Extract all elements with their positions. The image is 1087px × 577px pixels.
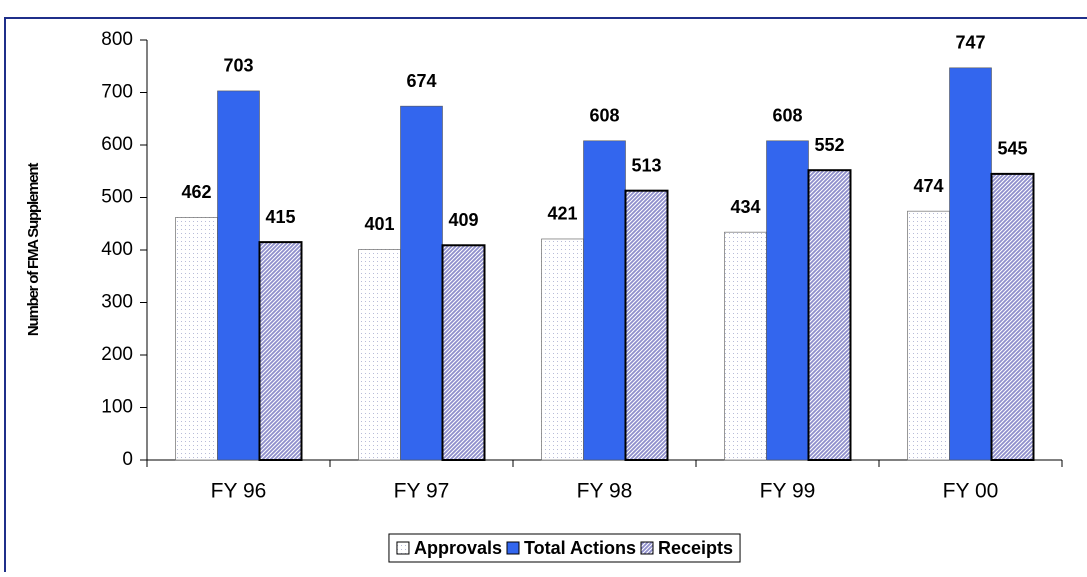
data-label: 552 — [814, 135, 844, 155]
x-tick-label: FY 00 — [943, 480, 999, 503]
y-axis-label: Number of FMA Supplement — [25, 163, 42, 337]
legend-label: Approvals — [414, 538, 502, 558]
y-tick-label: 300 — [101, 292, 133, 313]
data-label: 401 — [364, 214, 394, 234]
y-tick-label: 800 — [101, 29, 133, 50]
bar — [541, 238, 584, 461]
legend: Approvals Total Actions Receipts — [388, 533, 741, 563]
data-label: 513 — [631, 155, 661, 175]
legend-box — [388, 533, 741, 563]
y-tick-label: 0 — [122, 449, 133, 470]
bar — [358, 249, 401, 461]
bar — [258, 241, 303, 461]
legend-swatch — [396, 541, 410, 555]
data-label: 421 — [547, 204, 577, 224]
legend-swatch — [640, 541, 654, 555]
data-label: 462 — [181, 182, 211, 202]
data-label: 474 — [913, 176, 943, 196]
data-label: 409 — [448, 210, 478, 230]
legend-swatch — [506, 541, 520, 555]
data-label: 608 — [772, 106, 802, 126]
bar — [400, 105, 443, 461]
data-label: 747 — [955, 33, 985, 53]
x-tick-label: FY 97 — [394, 480, 450, 503]
x-tick-label: FY 96 — [211, 480, 267, 503]
frame — [4, 17, 1087, 577]
y-tick-label: 700 — [101, 82, 133, 103]
data-label: 608 — [589, 106, 619, 126]
y-tick-label: 200 — [101, 344, 133, 365]
bar — [949, 67, 992, 461]
data-label: 415 — [265, 207, 295, 227]
data-label: 545 — [997, 139, 1027, 159]
bar — [583, 140, 626, 461]
legend-label: Total Actions — [524, 538, 636, 558]
data-label: 434 — [730, 197, 760, 217]
bar — [217, 90, 260, 461]
bar — [807, 169, 852, 461]
data-label: 703 — [223, 56, 253, 76]
bar — [724, 231, 767, 461]
y-tick-label: 100 — [101, 397, 133, 418]
y-tick-label: 600 — [101, 134, 133, 155]
bar — [175, 217, 218, 461]
y-tick-label: 400 — [101, 239, 133, 260]
y-tick-label: 500 — [101, 187, 133, 208]
bar — [624, 189, 669, 462]
bar — [441, 244, 486, 461]
data-label: 674 — [406, 71, 436, 91]
bar — [766, 140, 809, 461]
bar — [990, 172, 1035, 461]
legend-label: Receipts — [658, 538, 733, 558]
x-tick-label: FY 98 — [577, 480, 633, 503]
x-tick-label: FY 99 — [760, 480, 816, 503]
bar — [907, 210, 950, 461]
